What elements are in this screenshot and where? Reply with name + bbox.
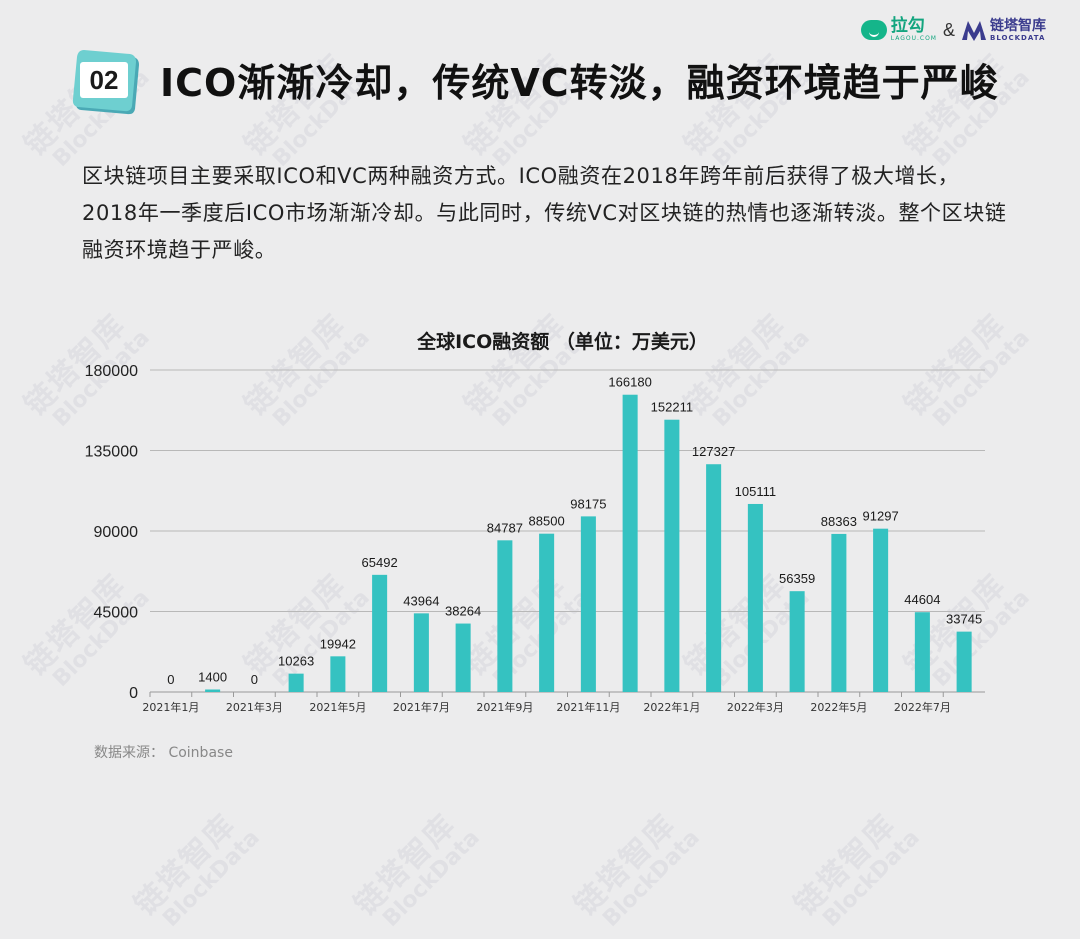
bar bbox=[372, 574, 388, 692]
intro-paragraph: 区块链项目主要采取ICO和VC两种融资方式。ICO融资在2018年跨年前后获得了… bbox=[82, 164, 1007, 262]
bar bbox=[789, 591, 805, 692]
watermark-cn: 链塔智库 bbox=[787, 807, 904, 923]
x-tick-label: 2021年11月 bbox=[556, 700, 620, 714]
section-badge: 02 bbox=[68, 44, 140, 116]
lagou-logo-text: 拉勾 bbox=[890, 16, 925, 36]
y-tick-label: 0 bbox=[129, 685, 138, 702]
data-label: 65492 bbox=[362, 555, 398, 570]
header-logos: 拉勾 LAGOU.COM & 链塔智库 BLOCKDATA bbox=[860, 16, 1046, 42]
chart-title: 全球ICO融资额 （单位：万美元） bbox=[416, 330, 708, 353]
watermark-en: BlockData bbox=[158, 825, 265, 932]
x-tick-label: 2022年1月 bbox=[643, 700, 700, 714]
bar bbox=[205, 689, 221, 692]
bar bbox=[747, 503, 763, 692]
bar bbox=[539, 533, 555, 692]
x-tick-label: 2022年5月 bbox=[810, 700, 867, 714]
y-tick-label: 45000 bbox=[94, 605, 139, 622]
bar bbox=[622, 394, 638, 692]
x-tick-label: 2021年3月 bbox=[226, 700, 283, 714]
bar bbox=[455, 623, 471, 692]
blockdata-logo-subtext: BLOCKDATA bbox=[990, 33, 1046, 42]
y-tick-label: 135000 bbox=[85, 444, 138, 461]
data-label: 19942 bbox=[320, 636, 356, 651]
bar bbox=[873, 528, 889, 692]
data-label: 43964 bbox=[403, 593, 439, 608]
page-title: ICO渐渐冷却，传统VC转淡，融资环境趋于严峻 bbox=[160, 61, 999, 105]
blockdata-mark-icon bbox=[962, 21, 986, 41]
bar bbox=[831, 533, 847, 692]
x-tick-label: 2021年7月 bbox=[393, 700, 450, 714]
data-label: 0 bbox=[167, 672, 174, 687]
watermark-en: BlockData bbox=[378, 825, 485, 932]
data-label: 127327 bbox=[692, 444, 735, 459]
blockdata-logo-text: 链塔智库 bbox=[990, 17, 1046, 34]
data-label: 91297 bbox=[863, 509, 899, 524]
data-label: 44604 bbox=[904, 592, 940, 607]
data-label: 33745 bbox=[946, 612, 982, 627]
bar bbox=[956, 631, 972, 692]
data-label: 84787 bbox=[487, 520, 523, 535]
bar bbox=[580, 516, 596, 692]
data-label: 1400 bbox=[198, 669, 227, 684]
data-label: 56359 bbox=[779, 571, 815, 586]
lagou-logo-subtext: LAGOU.COM bbox=[890, 35, 937, 42]
watermark-en: BlockData bbox=[818, 825, 925, 932]
watermark-cn: 链塔智库 bbox=[567, 807, 684, 923]
bar bbox=[497, 540, 513, 692]
bar bbox=[330, 656, 346, 692]
ico-funding-chart: 全球ICO融资额 （单位：万美元） 0 45000 90000 135000 180000… bbox=[85, 330, 985, 714]
watermark-cn: 链塔智库 bbox=[127, 807, 244, 923]
data-label: 98175 bbox=[570, 496, 606, 511]
watermark-en: BlockData bbox=[598, 825, 705, 932]
data-label: 10263 bbox=[278, 654, 314, 669]
logo-ampersand: & bbox=[942, 19, 955, 40]
x-tick-label: 2021年9月 bbox=[476, 700, 533, 714]
badge-shape bbox=[72, 50, 139, 115]
data-label: 152211 bbox=[651, 400, 693, 415]
data-label: 88363 bbox=[821, 514, 857, 529]
data-label: 0 bbox=[251, 672, 258, 687]
lagou-logo: 拉勾 LAGOU.COM bbox=[860, 16, 937, 42]
lagou-mark-icon bbox=[860, 20, 887, 40]
bar bbox=[413, 613, 429, 692]
data-label: 105111 bbox=[735, 484, 776, 499]
blockdata-logo: 链塔智库 BLOCKDATA bbox=[961, 17, 1046, 42]
x-tick-label: 2022年7月 bbox=[894, 700, 951, 714]
data-label: 38264 bbox=[445, 604, 481, 619]
y-tick-label: 90000 bbox=[94, 524, 139, 541]
data-source: 数据来源： Coinbase bbox=[94, 745, 233, 761]
x-tick-label: 2022年3月 bbox=[727, 700, 784, 714]
y-tick-label: 180000 bbox=[85, 363, 138, 380]
data-label: 88500 bbox=[529, 514, 565, 529]
x-tick-label: 2021年1月 bbox=[142, 700, 199, 714]
x-tick-label: 2021年5月 bbox=[309, 700, 366, 714]
bar bbox=[664, 419, 680, 692]
bar bbox=[914, 612, 930, 692]
watermark-cn: 链塔智库 bbox=[347, 807, 464, 923]
bar bbox=[288, 673, 304, 692]
bar bbox=[706, 464, 722, 692]
section-number: 02 bbox=[89, 64, 119, 95]
data-label: 166180 bbox=[608, 375, 651, 390]
